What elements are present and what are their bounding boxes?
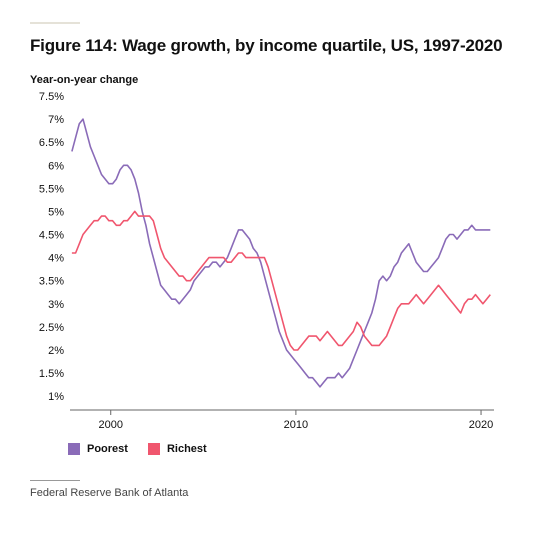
y-tick-label: 1%: [48, 391, 64, 403]
y-axis-label: Year-on-year change: [30, 74, 139, 86]
legend: Poorest Richest: [68, 443, 207, 455]
y-tick-label: 1.5%: [39, 368, 64, 380]
series-line-poorest: [71, 118, 491, 388]
y-tick-labels: 1% 1.5% 2% 2.5% 3% 3.5% 4% 4.5% 5% 5.5% 6% 6.5% 7% 7.…: [39, 91, 64, 403]
y-tick-label: 5.5%: [39, 183, 64, 195]
x-tick-label: 2010: [284, 419, 308, 431]
legend-swatch-poorest: [68, 443, 80, 455]
y-tick-label: 2.5%: [39, 322, 64, 334]
chart-title: Figure 114: Wage growth, by income quart…: [30, 36, 503, 55]
y-tick-label: 3.5%: [39, 276, 64, 288]
x-tick-label: 2000: [98, 419, 122, 431]
y-tick-label: 6%: [48, 160, 64, 172]
x-tick-label: 2020: [469, 419, 493, 431]
legend-swatch-richest: [147, 443, 160, 455]
y-tick-label: 4%: [48, 253, 64, 265]
series-line-richest: [71, 210, 491, 351]
y-tick-label: 7%: [48, 114, 64, 126]
source-note: Federal Reserve Bank of Atlanta: [30, 487, 189, 499]
y-tick-label: 2%: [48, 345, 64, 357]
y-tick-label: 5%: [48, 206, 64, 218]
y-tick-label: 6.5%: [39, 137, 64, 149]
legend-item-poorest: Poorest: [68, 443, 128, 455]
y-tick-label: 3%: [48, 299, 64, 311]
legend-label-poorest: Poorest: [87, 443, 128, 455]
y-tick-label: 7.5%: [39, 91, 64, 103]
top-rule: [30, 22, 80, 24]
x-tick-labels: 2000 2010 2020: [98, 410, 493, 431]
y-tick-label: 4.5%: [39, 230, 64, 242]
series-layer: [71, 118, 491, 388]
legend-label-richest: Richest: [166, 443, 207, 455]
source-rule: [30, 480, 80, 481]
legend-item-richest: Richest: [147, 443, 207, 455]
